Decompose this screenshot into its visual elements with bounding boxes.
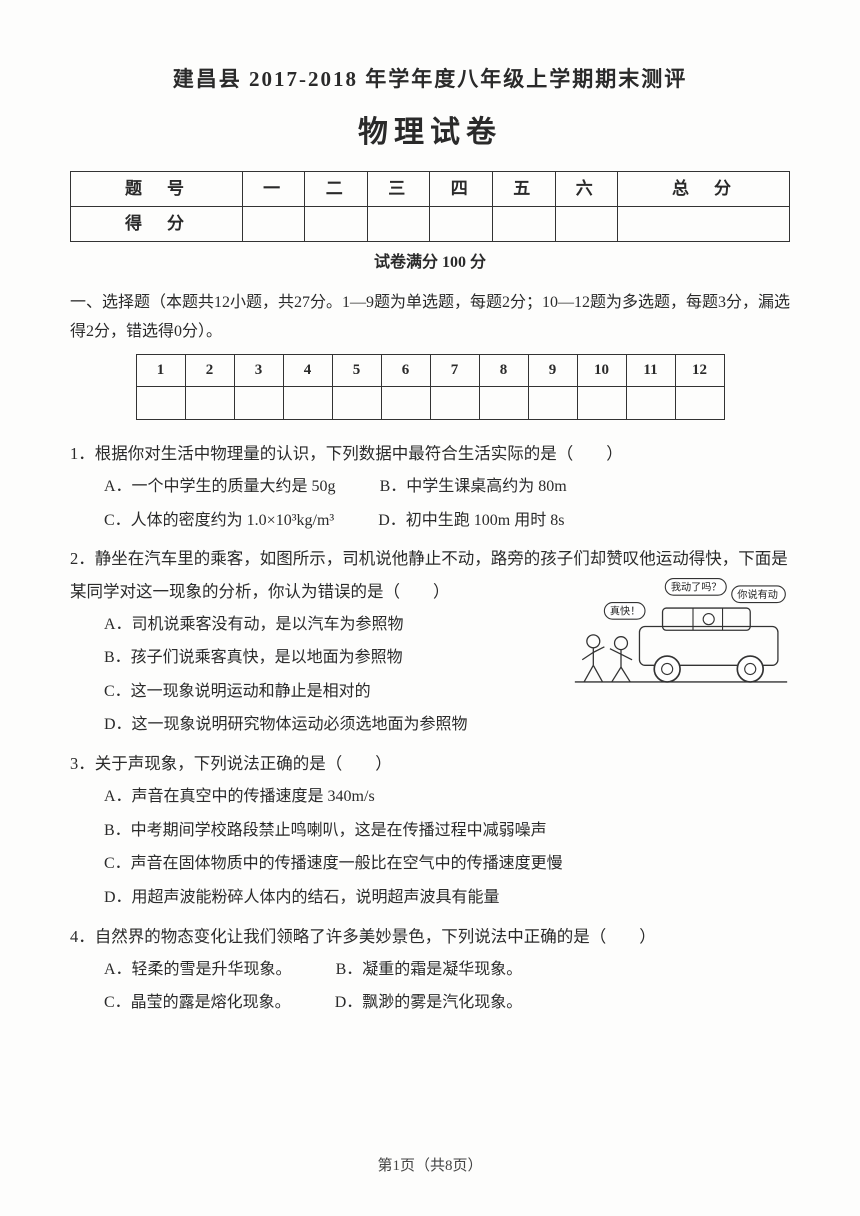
score-col-label: 题 号 (71, 171, 243, 206)
q3-opt-a: A．声音在真空中的传播速度是 340m/s (104, 780, 790, 814)
full-score-label: 试卷满分 100 分 (70, 248, 790, 278)
score-col-1: 一 (242, 171, 305, 206)
q1-opt-a: A．一个中学生的质量大约是 50g (104, 470, 336, 504)
q4-opt-b: B．凝重的霜是凝华现象。 (336, 953, 523, 987)
ans-blank (675, 386, 724, 419)
score-cell (618, 207, 790, 242)
exam-page: 建昌县 2017-2018 年学年度八年级上学期期末测评 物理试卷 题 号 一 … (0, 0, 860, 1216)
q1-opt-b: B．中学生课桌高约为 80m (380, 470, 567, 504)
ans-col: 11 (626, 355, 675, 387)
q3-opt-d: D．用超声波能粉碎人体内的结石，说明超声波具有能量 (104, 881, 790, 915)
ans-col: 9 (528, 355, 577, 387)
score-col-6: 六 (555, 171, 618, 206)
score-cell (555, 207, 618, 242)
ans-blank (479, 386, 528, 419)
q4-stem: 4．自然界的物态变化让我们领略了许多美妙景色，下列说法中正确的是（ ） (70, 921, 790, 953)
score-cell (492, 207, 555, 242)
ans-col: 6 (381, 355, 430, 387)
q1-opt-c: C．人体的密度约为 1.0×10³kg/m³ (104, 504, 334, 538)
ans-blank (283, 386, 332, 419)
car-illustration: 真快！ 我动了吗？ 你说有动 (566, 573, 796, 693)
ans-col: 3 (234, 355, 283, 387)
ans-col: 8 (479, 355, 528, 387)
score-col-2: 二 (305, 171, 368, 206)
score-col-5: 五 (492, 171, 555, 206)
ans-col: 10 (577, 355, 626, 387)
q3-opt-c: C．声音在固体物质中的传播速度一般比在空气中的传播速度更慢 (104, 847, 790, 881)
ans-blank (381, 386, 430, 419)
ans-blank (430, 386, 479, 419)
bubble-text-1: 真快！ (610, 605, 640, 618)
score-row-label: 得 分 (71, 207, 243, 242)
ans-col: 5 (332, 355, 381, 387)
question-3: 3．关于声现象，下列说法正确的是（ ） A．声音在真空中的传播速度是 340m/… (70, 748, 790, 915)
score-summary-table: 题 号 一 二 三 四 五 六 总 分 得 分 (70, 171, 790, 243)
q4-opt-c: C．晶莹的露是熔化现象。 (104, 986, 291, 1020)
ans-blank (626, 386, 675, 419)
ans-col: 2 (185, 355, 234, 387)
ans-blank (577, 386, 626, 419)
exam-subject-title: 物理试卷 (70, 104, 790, 161)
ans-col: 4 (283, 355, 332, 387)
q2-opt-a: A．司机说乘客没有动，是以汽车为参照物 (104, 608, 544, 642)
score-cell (367, 207, 430, 242)
bubble-text-3: 你说有动 (737, 588, 778, 601)
question-4: 4．自然界的物态变化让我们领略了许多美妙景色，下列说法中正确的是（ ） A．轻柔… (70, 921, 790, 1020)
page-footer: 第1页（共8页） (0, 1152, 860, 1181)
ans-col: 1 (136, 355, 185, 387)
ans-blank (185, 386, 234, 419)
q2-stem-line1: 2．静坐在汽车里的乘客，如图所示，司机说他静止不动，路旁的孩子们却赞叹他运动得快… (70, 543, 790, 575)
ans-blank (528, 386, 577, 419)
answer-grid: 1 2 3 4 5 6 7 8 9 10 11 12 (136, 354, 725, 420)
q2-opt-d: D．这一现象说明研究物体运动必须选地面为参照物 (104, 708, 544, 742)
q3-opt-b: B．中考期间学校路段禁止鸣喇叭，这是在传播过程中减弱噪声 (104, 814, 790, 848)
score-cell (430, 207, 493, 242)
ans-col: 12 (675, 355, 724, 387)
section1-instruction: 一、选择题（本题共12小题，共27分。1—9题为单选题，每题2分；10—12题为… (70, 289, 790, 347)
ans-blank (332, 386, 381, 419)
q2-opt-c: C．这一现象说明运动和静止是相对的 (104, 675, 544, 709)
ans-blank (234, 386, 283, 419)
score-col-3: 三 (367, 171, 430, 206)
ans-blank (136, 386, 185, 419)
score-cell (305, 207, 368, 242)
q4-opt-a: A．轻柔的雪是升华现象。 (104, 953, 292, 987)
q4-opt-d: D．飘渺的雾是汽化现象。 (335, 986, 523, 1020)
score-cell (242, 207, 305, 242)
q2-opt-b: B．孩子们说乘客真快，是以地面为参照物 (104, 641, 544, 675)
score-col-4: 四 (430, 171, 493, 206)
exam-header-title: 建昌县 2017-2018 年学年度八年级上学期期末测评 (70, 60, 790, 100)
q3-stem: 3．关于声现象，下列说法正确的是（ ） (70, 748, 790, 780)
ans-col: 7 (430, 355, 479, 387)
question-2: 2．静坐在汽车里的乘客，如图所示，司机说他静止不动，路旁的孩子们却赞叹他运动得快… (70, 543, 790, 742)
q1-opt-d: D．初中生跑 100m 用时 8s (378, 504, 564, 538)
question-1: 1．根据你对生活中物理量的认识，下列数据中最符合生活实际的是（ ） A．一个中学… (70, 438, 790, 537)
score-col-total: 总 分 (618, 171, 790, 206)
q1-stem: 1．根据你对生活中物理量的认识，下列数据中最符合生活实际的是（ ） (70, 438, 790, 470)
bubble-text-2: 我动了吗？ (671, 582, 722, 594)
